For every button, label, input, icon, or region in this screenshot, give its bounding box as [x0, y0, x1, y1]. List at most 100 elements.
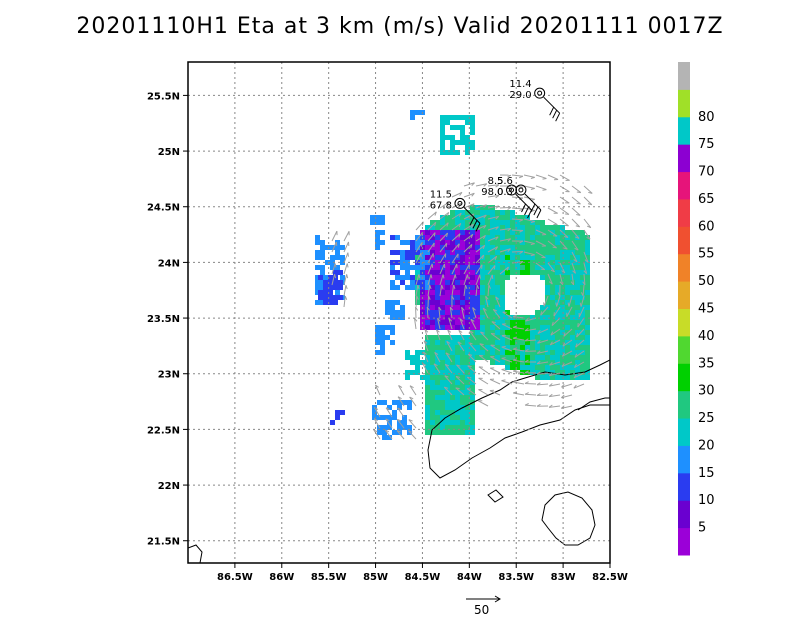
wind-arrow	[563, 328, 573, 337]
station-value-top: 8.5	[488, 176, 504, 187]
field-cell	[505, 230, 510, 235]
field-cell	[525, 320, 530, 325]
wind-arrow	[422, 351, 429, 363]
field-cell	[380, 230, 385, 235]
field-cell	[405, 350, 410, 355]
wind-arrow-head	[530, 243, 535, 246]
wind-arrow-head	[423, 351, 427, 355]
field-cell	[530, 235, 535, 240]
wind-arrow	[458, 330, 465, 341]
wind-arrow-head	[438, 306, 442, 311]
wind-arrow-head	[542, 189, 547, 191]
field-cell	[565, 280, 570, 285]
station-marker: 11.429.0	[509, 79, 561, 122]
wind-arrow-head	[430, 274, 433, 279]
field-cell	[480, 310, 485, 315]
field-cell	[415, 235, 420, 240]
field-cell	[580, 255, 585, 260]
field-cell	[525, 330, 530, 335]
field-cell	[510, 365, 515, 370]
field-cell	[440, 360, 445, 365]
wind-arrow-head	[561, 363, 565, 367]
lat-tick-label: 24.5N	[147, 203, 180, 214]
field-cell	[505, 260, 510, 265]
field-cell	[450, 345, 455, 350]
field-cell	[545, 270, 550, 275]
wind-arrow	[475, 274, 481, 286]
wind-arrow-head	[471, 182, 475, 186]
field-cell	[425, 275, 430, 280]
field-cell	[485, 330, 490, 335]
field-cell	[470, 130, 475, 135]
lon-tick-label: 86W	[269, 572, 294, 583]
field-cell	[495, 250, 500, 255]
wind-arrow	[475, 244, 486, 253]
wind-arrow	[439, 201, 450, 209]
field-cell	[545, 285, 550, 290]
field-cell	[570, 245, 575, 250]
wind-arrow-head	[524, 348, 529, 352]
wind-arrow-head	[428, 295, 431, 300]
field-cell	[555, 335, 560, 340]
field-cell	[510, 210, 515, 215]
field-cell	[510, 235, 515, 240]
field-cell	[397, 430, 402, 435]
field-cell	[372, 410, 377, 415]
wind-arrow	[482, 307, 489, 319]
wind-arrow-head	[519, 261, 524, 265]
wind-arrow	[559, 207, 570, 215]
wind-arrow	[463, 182, 475, 187]
field-cell	[430, 310, 435, 315]
field-cell	[333, 270, 338, 275]
field-cell	[500, 350, 505, 355]
field-cell	[470, 295, 475, 300]
field-cell	[402, 415, 407, 420]
field-cell	[515, 245, 520, 250]
field-cell	[565, 245, 570, 250]
field-cell	[385, 305, 390, 310]
wind-arrow	[568, 295, 573, 307]
field-cell	[585, 365, 590, 370]
wind-arrow-head	[470, 223, 474, 228]
field-cell	[407, 425, 412, 430]
field-cell	[520, 235, 525, 240]
field-cell	[407, 400, 412, 405]
field-cell	[465, 355, 470, 360]
field-cell	[515, 325, 520, 330]
wind-arrow	[423, 340, 429, 352]
field-cell	[535, 375, 540, 380]
field-cell	[330, 420, 335, 425]
field-cell	[585, 240, 590, 245]
field-cell	[465, 235, 470, 240]
field-cell	[380, 335, 385, 340]
field-cell	[490, 270, 495, 275]
field-cell	[565, 290, 570, 295]
wind-arrow-head	[483, 183, 488, 187]
field-cell	[565, 230, 570, 235]
field-cell	[372, 415, 377, 420]
wind-arrow	[475, 254, 484, 264]
field-cell	[425, 400, 430, 405]
field-cell	[415, 355, 420, 360]
field-cell	[440, 290, 445, 295]
field-cell	[455, 410, 460, 415]
field-cell	[525, 230, 530, 235]
field-cell	[425, 285, 430, 290]
field-cell	[330, 265, 335, 270]
field-cell	[450, 150, 455, 155]
field-cell	[465, 390, 470, 395]
field-cell	[535, 335, 540, 340]
field-cell	[565, 320, 570, 325]
field-cell	[525, 340, 530, 345]
field-cell	[550, 315, 555, 320]
colorbar-swatch	[678, 253, 690, 282]
field-cell	[397, 405, 402, 410]
wind-arrow	[467, 365, 477, 374]
field-cell	[435, 320, 440, 325]
field-cell	[425, 230, 430, 235]
field-cell	[450, 405, 455, 410]
field-cell	[405, 285, 410, 290]
station-dot	[537, 90, 543, 96]
field-cell	[520, 365, 525, 370]
field-cell	[480, 265, 485, 270]
